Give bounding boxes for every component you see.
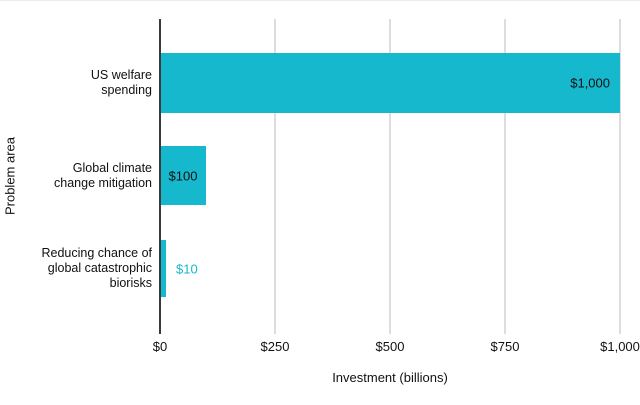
category-label-text: Global climate change mitigation xyxy=(54,160,152,190)
bar-value-label: $100 xyxy=(168,168,198,183)
category-label: Global climate change mitigation xyxy=(0,146,152,205)
gridline xyxy=(619,19,621,334)
gridline xyxy=(389,19,391,334)
gridline xyxy=(274,19,276,334)
x-tick-label: $1,000 xyxy=(600,339,640,354)
gridline xyxy=(504,19,506,334)
bar-2 xyxy=(160,146,206,205)
plot-area xyxy=(159,19,621,334)
x-tick-label: $250 xyxy=(260,339,290,354)
bar-value-label: $1,000 xyxy=(570,75,610,91)
x-tick-label: $750 xyxy=(490,339,520,354)
x-tick-label: $0 xyxy=(152,339,168,354)
bar-value-label: $10 xyxy=(176,261,198,276)
y-axis-line xyxy=(159,19,161,334)
bar-1 xyxy=(160,53,620,113)
category-label: Reducing chance of global catastrophic bio… xyxy=(0,240,153,297)
x-axis-title: Investment (billions) xyxy=(332,370,448,385)
category-label-text: US welfare spending xyxy=(90,68,152,97)
x-tick-label: $500 xyxy=(375,339,405,354)
category-label: US welfare spending xyxy=(0,53,152,113)
bar-3 xyxy=(160,240,166,297)
category-label-text: Reducing chance of global catastrophic bio… xyxy=(41,246,153,290)
